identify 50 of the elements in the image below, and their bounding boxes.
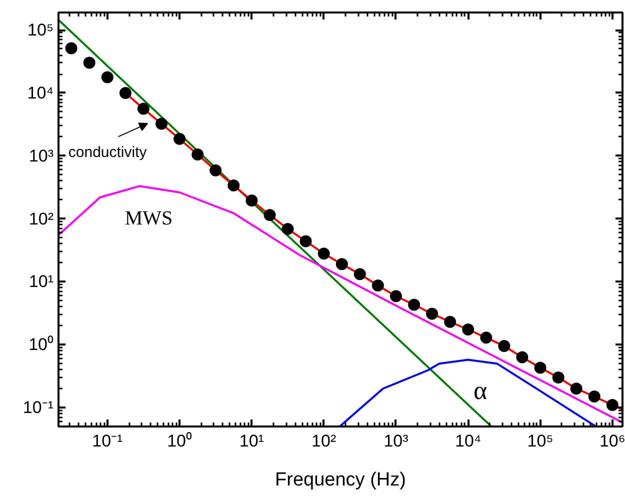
x-axis-title: Frequency (Hz) (275, 470, 406, 490)
annotation: conductivity (68, 144, 148, 161)
x-tick-label: 10² (312, 432, 336, 450)
point (354, 268, 366, 280)
point (462, 324, 474, 336)
y-tick-label: 10⁻¹ (22, 398, 54, 418)
point (137, 102, 150, 115)
point (246, 194, 258, 207)
point (119, 86, 132, 99)
point (336, 258, 348, 270)
point (426, 308, 438, 320)
point (516, 351, 528, 364)
point (552, 372, 564, 384)
point (300, 235, 312, 248)
x-tick-label: 10¹ (239, 432, 264, 450)
point (534, 362, 546, 374)
point (390, 290, 402, 302)
point (228, 179, 240, 192)
x-tick-label: 10⁵ (527, 432, 554, 450)
point (174, 132, 186, 145)
point (192, 148, 204, 161)
point (318, 248, 330, 260)
point (264, 208, 276, 221)
point (444, 316, 456, 328)
point (606, 398, 618, 411)
point (101, 71, 114, 84)
point (372, 280, 384, 292)
point (155, 118, 168, 130)
point (498, 340, 510, 352)
annotation: MWS (124, 208, 173, 230)
y-tick-label: 10⁰ (28, 335, 54, 354)
y-tick-label: 10⁵ (28, 20, 54, 40)
point (588, 390, 600, 402)
x-tick-label: 10⁰ (167, 432, 192, 450)
y-tick-label: 10¹ (28, 272, 54, 292)
point (83, 56, 96, 69)
x-tick-label: 10⁶ (599, 432, 625, 450)
point (480, 332, 492, 344)
x-tick-label: 10³ (384, 432, 409, 450)
annotation: α (474, 376, 488, 405)
y-tick-label: 10⁴ (27, 83, 54, 102)
point (408, 298, 420, 311)
x-tick-label: 10⁻¹ (92, 432, 124, 450)
x-tick-label: 10⁴ (455, 432, 482, 450)
point (282, 222, 294, 235)
point (210, 164, 222, 176)
point (65, 42, 78, 54)
y-tick-label: 10³ (28, 146, 54, 166)
y-tick-label: 10² (28, 209, 54, 228)
point (570, 382, 582, 395)
